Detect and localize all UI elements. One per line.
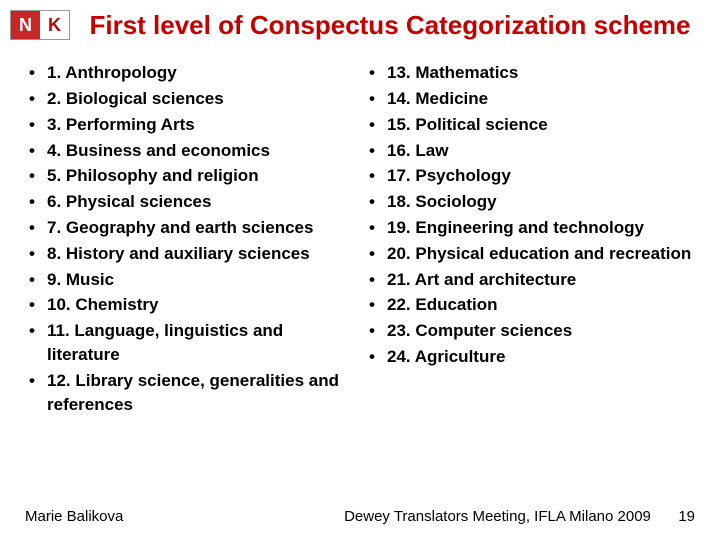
right-column: 13. Mathematics14. Medicine15. Political… [365, 61, 695, 418]
logo-left-letter: N [11, 11, 40, 39]
left-list: 1. Anthropology2. Biological sciences3. … [25, 61, 355, 416]
footer-author: Marie Balikova [25, 508, 340, 525]
content-columns: 1. Anthropology2. Biological sciences3. … [0, 41, 720, 418]
list-item: 15. Political science [365, 113, 695, 137]
list-item: 14. Medicine [365, 87, 695, 111]
list-item: 24. Agriculture [365, 345, 695, 369]
logo-right-letter: K [40, 11, 69, 39]
list-item: 5. Philosophy and religion [25, 164, 355, 188]
list-item: 8. History and auxiliary sciences [25, 242, 355, 266]
list-item: 22. Education [365, 293, 695, 317]
list-item: 3. Performing Arts [25, 113, 355, 137]
footer-event: Dewey Translators Meeting, IFLA Milano 2… [340, 508, 655, 525]
list-item: 6. Physical sciences [25, 190, 355, 214]
footer: Marie Balikova Dewey Translators Meeting… [0, 508, 720, 525]
list-item: 17. Psychology [365, 164, 695, 188]
list-item: 12. Library science, generalities and re… [25, 369, 355, 417]
list-item: 4. Business and economics [25, 139, 355, 163]
left-column: 1. Anthropology2. Biological sciences3. … [25, 61, 355, 418]
right-list: 13. Mathematics14. Medicine15. Political… [365, 61, 695, 369]
list-item: 20. Physical education and recreation [365, 242, 695, 266]
list-item: 21. Art and architecture [365, 268, 695, 292]
list-item: 1. Anthropology [25, 61, 355, 85]
list-item: 11. Language, linguistics and literature [25, 319, 355, 367]
list-item: 7. Geography and earth sciences [25, 216, 355, 240]
list-item: 23. Computer sciences [365, 319, 695, 343]
list-item: 13. Mathematics [365, 61, 695, 85]
slide-title: First level of Conspectus Categorization… [0, 0, 720, 41]
list-item: 18. Sociology [365, 190, 695, 214]
list-item: 2. Biological sciences [25, 87, 355, 111]
list-item: 9. Music [25, 268, 355, 292]
logo: N K [10, 10, 70, 40]
list-item: 16. Law [365, 139, 695, 163]
list-item: 10. Chemistry [25, 293, 355, 317]
footer-page-number: 19 [655, 508, 695, 525]
list-item: 19. Engineering and technology [365, 216, 695, 240]
